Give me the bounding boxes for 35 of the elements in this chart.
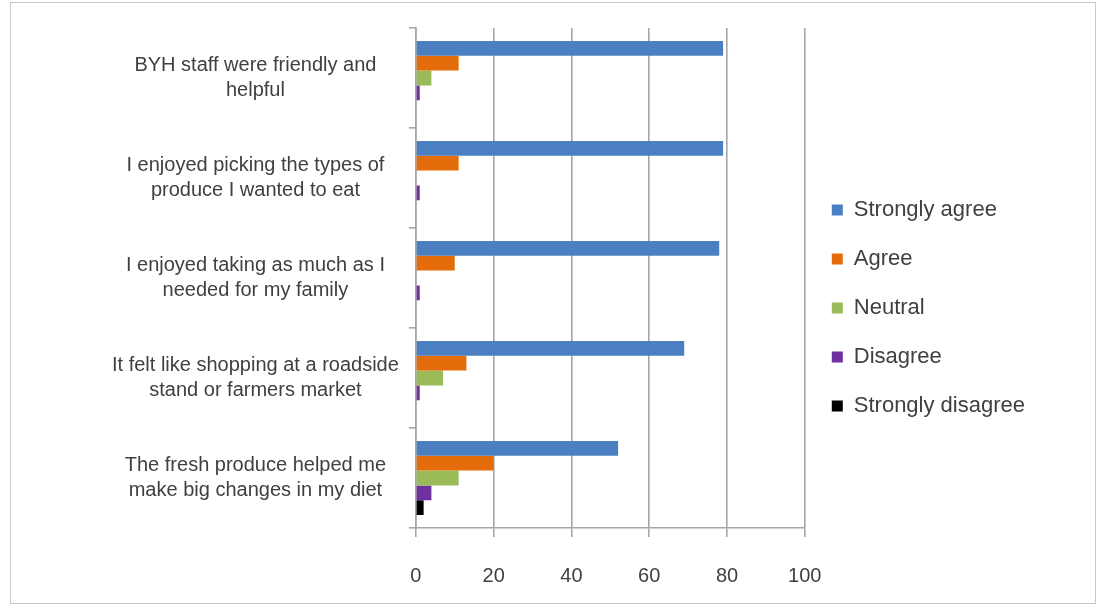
- y-tick-label: The fresh produce helped me make big changes in my diet: [124, 453, 387, 501]
- bar: [416, 255, 455, 271]
- bar: [416, 355, 467, 371]
- bar: [416, 385, 420, 401]
- bar: [416, 70, 432, 86]
- x-tick-label: 100: [788, 563, 822, 586]
- bar: [416, 500, 424, 515]
- bar: [416, 155, 459, 171]
- legend-label: Strongly disagree: [853, 392, 1026, 418]
- bar: [416, 41, 724, 56]
- y-tick-label: BYH staff were friendly and helpful: [134, 53, 377, 101]
- bar: [416, 370, 444, 386]
- bar: [416, 341, 685, 356]
- bar: [416, 441, 619, 456]
- x-tick-label: 80: [715, 563, 739, 586]
- x-tick-label: 40: [560, 563, 583, 586]
- bar: [416, 241, 720, 256]
- y-tick-label: It felt like shopping at a roadside stand or farmers market: [111, 353, 399, 401]
- bar: [416, 55, 459, 71]
- legend-label: Strongly agree: [853, 196, 997, 222]
- x-tick-label: 60: [638, 563, 661, 586]
- bar: [416, 141, 724, 156]
- legend-label: Disagree: [853, 343, 942, 369]
- y-tick-label: I enjoyed taking as much as I needed for my family: [125, 253, 385, 301]
- bar: [416, 285, 420, 301]
- bar: [416, 85, 420, 101]
- legend-label: Neutral: [853, 294, 925, 320]
- bar: [416, 455, 494, 471]
- legend-label: Agree: [853, 245, 913, 271]
- bar: [416, 470, 459, 486]
- bar: [416, 185, 420, 201]
- bar: [416, 485, 432, 501]
- x-tick-label: 20: [482, 563, 505, 586]
- x-tick-label: 0: [410, 563, 422, 586]
- y-tick-label: I enjoyed picking the types of produce I wanted to eat: [126, 153, 385, 201]
